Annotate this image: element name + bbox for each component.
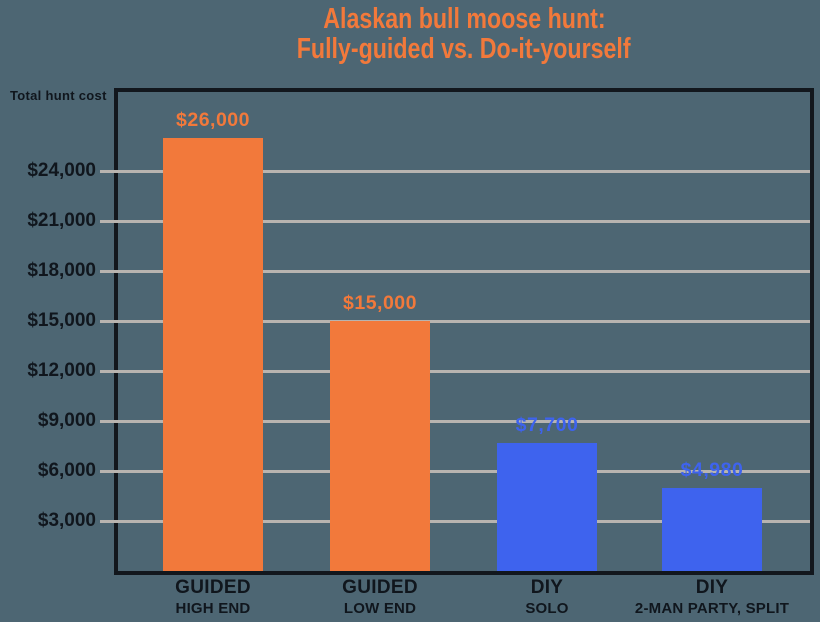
y-tick-label: $3,000 [37, 510, 96, 531]
gridline [118, 169, 810, 173]
y-axis-tick [100, 369, 118, 373]
y-axis-tick [100, 419, 118, 423]
x-tick-label: GUIDED HIGH END [103, 577, 323, 617]
y-axis-tick [100, 269, 118, 273]
y-tick-label: $18,000 [27, 260, 96, 281]
x-tick-label-line-1: GUIDED [175, 577, 251, 598]
bar [330, 321, 430, 571]
gridline [118, 369, 810, 373]
y-tick-label: $6,000 [37, 460, 96, 481]
y-tick-label: $12,000 [27, 360, 96, 381]
gridline [118, 269, 810, 273]
y-axis-tick [100, 519, 118, 523]
bar [163, 137, 263, 571]
gridline [118, 519, 810, 523]
bar-value-label: $7,700 [515, 413, 579, 436]
bar [662, 488, 762, 571]
y-tick-label: $24,000 [27, 160, 96, 181]
x-tick-label: GUIDED LOW END [270, 577, 490, 617]
x-tick-label: DIY 2-MAN PARTY, SPLIT [602, 577, 820, 617]
x-tick-label-line-2: HIGH END [175, 600, 251, 617]
bar-value-label: $4,980 [680, 459, 744, 481]
y-axis-tick [100, 219, 118, 223]
x-tick-label-line-2: SOLO [525, 600, 569, 617]
chart-title-line-2: Fully-guided vs. Do-it-yourself [297, 33, 631, 65]
x-tick-label-line-1: DIY [530, 577, 564, 598]
bar [497, 442, 597, 571]
y-axis-tick [100, 169, 118, 173]
bar-value-label: $26,000 [176, 108, 250, 131]
y-tick-label: $15,000 [27, 310, 96, 331]
x-tick-label-line-1: GUIDED [342, 577, 418, 598]
x-tick-label-line-2: 2-MAN PARTY, SPLIT [634, 600, 790, 617]
chart-title-line-1: Alaskan bull moose hunt: [322, 3, 606, 35]
chart-title: Alaskan bull moose hunt: Fully-guided vs… [118, 4, 810, 64]
y-axis-tick [100, 319, 118, 323]
y-tick-label: $21,000 [27, 210, 96, 231]
y-axis-title: Total hunt cost [10, 88, 107, 103]
x-tick-label: DIY SOLO [437, 577, 657, 617]
gridline [118, 469, 810, 473]
x-tick-label-line-2: LOW END [343, 600, 417, 617]
x-tick-label-line-1: DIY [695, 577, 729, 598]
gridline [118, 419, 810, 423]
gridline [118, 219, 810, 223]
y-tick-label: $9,000 [37, 410, 96, 431]
gridline [118, 319, 810, 323]
plot-area: $26,000 $15,000 $7,700 $4,980 [118, 92, 810, 571]
y-axis-tick [100, 469, 118, 473]
bar-value-label: $15,000 [343, 292, 417, 314]
